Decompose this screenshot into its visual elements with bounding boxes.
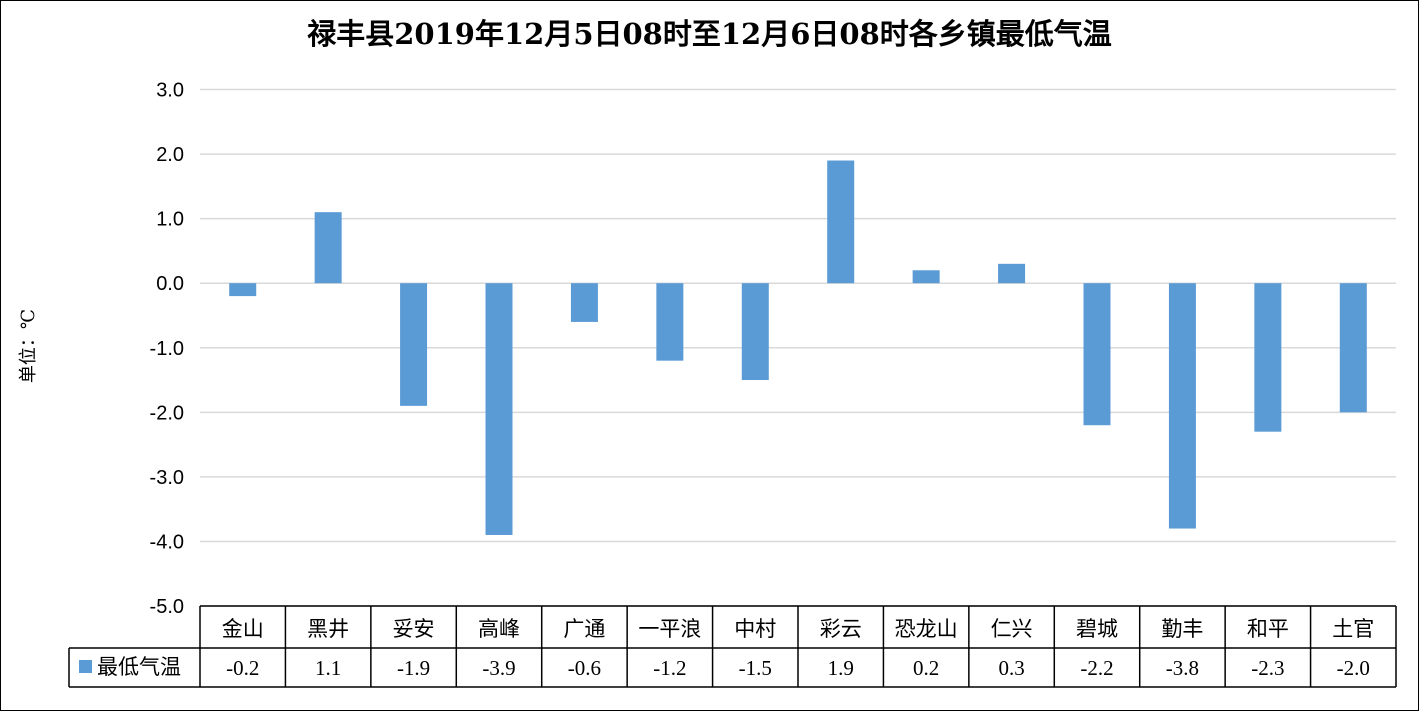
category-label: 仁兴 <box>991 617 1033 641</box>
bar <box>229 283 257 297</box>
data-value-label: -1.2 <box>653 656 686 680</box>
bar <box>912 270 940 284</box>
gridlines <box>200 88 1396 607</box>
y-tick-label: -5.0 <box>150 596 184 618</box>
y-tick-label: -2.0 <box>150 402 184 424</box>
data-value-label: -3.9 <box>482 656 515 680</box>
bar <box>1254 283 1282 432</box>
category-label: 高峰 <box>478 617 520 641</box>
y-tick-label: 0.0 <box>156 273 184 295</box>
y-tick-label: -4.0 <box>150 531 184 553</box>
category-label: 妥安 <box>393 617 435 641</box>
y-tick-label: 3.0 <box>156 80 184 102</box>
data-value-label: 1.1 <box>315 656 341 680</box>
data-value-label: 0.2 <box>913 656 939 680</box>
data-table: 金山 黑井 妥安 高峰 广通 一平浪 中村 彩云 恐龙山 仁兴 碧城 勤丰 和平 土官 -0.2 1.1 -1.… <box>68 605 1397 688</box>
category-label: 一平浪 <box>638 617 701 641</box>
data-value-label: -0.6 <box>568 656 601 680</box>
category-label: 土官 <box>1332 617 1374 641</box>
data-value-label: -0.2 <box>226 656 259 680</box>
bar <box>741 283 769 381</box>
bars <box>229 160 1367 535</box>
bar <box>400 283 428 406</box>
bar <box>1339 283 1367 413</box>
category-label: 彩云 <box>820 617 862 641</box>
data-value-label: 0.3 <box>998 656 1024 680</box>
category-label: 广通 <box>563 617 605 641</box>
category-label: 和平 <box>1247 617 1289 641</box>
category-label: 恐龙山 <box>895 617 958 641</box>
bar <box>998 263 1026 284</box>
category-label: 黑井 <box>307 617 349 641</box>
bar <box>485 283 513 535</box>
data-value-label: -2.3 <box>1251 656 1284 680</box>
category-label: 勤丰 <box>1161 617 1203 641</box>
bar <box>656 283 684 361</box>
y-tick-label: 2.0 <box>156 144 184 166</box>
data-value-label: -1.5 <box>739 656 772 680</box>
chart-title: 禄丰县2019年12月5日08时至12月6日08时各乡镇最低气温 <box>307 17 1112 51</box>
data-value-label: -1.9 <box>397 656 430 680</box>
category-label: 碧城 <box>1076 617 1118 641</box>
category-label: 金山 <box>222 617 264 641</box>
data-value-label: -2.2 <box>1080 656 1113 680</box>
y-tick-label: -1.0 <box>150 338 184 360</box>
data-value-label: 1.9 <box>828 656 854 680</box>
bar <box>314 212 342 284</box>
bar <box>1083 283 1111 426</box>
y-axis-ticks: 3.0 2.0 1.0 0.0 -1.0 -2.0 -3.0 -4.0 -5.0 <box>150 80 184 619</box>
bar <box>827 160 855 284</box>
y-tick-label: -3.0 <box>150 467 184 489</box>
data-value-label: -2.0 <box>1337 656 1370 680</box>
legend-swatch <box>79 660 92 673</box>
legend-series-name: 最低气温 <box>97 655 181 679</box>
bar <box>1168 283 1196 529</box>
y-tick-label: 1.0 <box>156 209 184 231</box>
data-value-label: -3.8 <box>1166 656 1199 680</box>
category-label: 中村 <box>734 617 776 641</box>
bar <box>570 283 598 322</box>
